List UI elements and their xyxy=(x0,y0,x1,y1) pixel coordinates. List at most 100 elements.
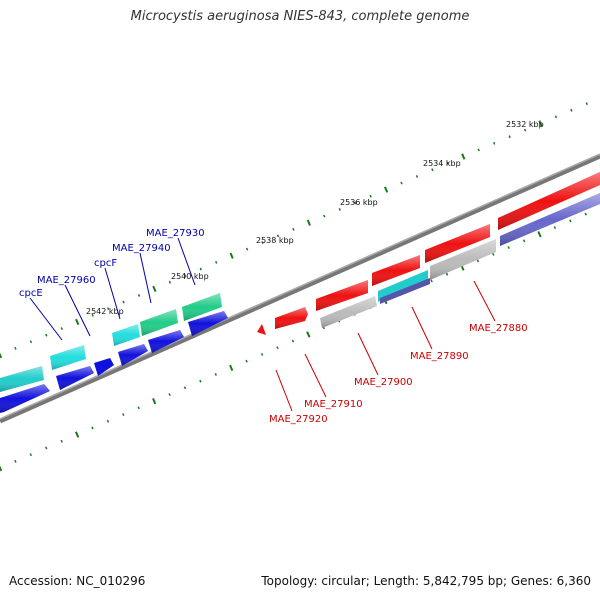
scale-tick xyxy=(199,379,202,383)
gene-feature-shade xyxy=(0,366,44,392)
scale-tick xyxy=(570,108,573,112)
scale-tick xyxy=(354,201,357,205)
scale-tick xyxy=(168,280,172,284)
scale-tick xyxy=(184,274,187,278)
gene-label: MAE_27890 xyxy=(410,351,469,362)
scale-tick xyxy=(122,413,125,416)
gene-feature-shade xyxy=(372,255,420,286)
scale-tick xyxy=(152,398,157,405)
scale-label: 2536 kbp xyxy=(340,198,378,207)
scale-tick xyxy=(14,459,17,463)
scale-tick xyxy=(60,439,63,443)
scale-tick xyxy=(507,246,510,249)
scale-tick xyxy=(400,181,403,185)
gene-feature[interactable] xyxy=(380,278,430,304)
gene-label: MAE_27880 xyxy=(469,323,528,334)
scale-label: 2542 kbp xyxy=(86,307,124,316)
gene-feature[interactable] xyxy=(94,358,114,376)
scale-tick xyxy=(276,346,279,350)
scale-tick xyxy=(91,426,94,430)
scale-tick xyxy=(584,212,587,216)
scale-tick xyxy=(537,231,542,238)
scale-tick xyxy=(523,128,527,132)
gene-feature-shade xyxy=(50,345,86,370)
scale-tick xyxy=(137,294,141,297)
gene-feature[interactable] xyxy=(257,324,266,335)
scale-tick xyxy=(215,260,218,264)
scale-tick xyxy=(260,353,264,356)
gene-label: MAE_27930 xyxy=(146,228,205,239)
scale-tick xyxy=(106,419,110,423)
map-title: Microcystis aeruginosa NIES-843, complet… xyxy=(130,9,470,24)
inner-scale-ticks xyxy=(0,212,587,472)
scale-tick xyxy=(431,168,434,172)
gene-label: MAE_27900 xyxy=(354,377,413,388)
scale-tick xyxy=(461,153,466,160)
gene-label: MAE_27960 xyxy=(37,275,96,286)
gene-feature-shade xyxy=(56,366,94,390)
gene-label: cpcE xyxy=(19,288,43,299)
scale-tick xyxy=(415,175,419,178)
gene-feature-shade xyxy=(430,239,496,280)
reverse-features xyxy=(0,293,228,413)
scale-tick xyxy=(45,333,48,337)
scale-tick xyxy=(45,446,48,450)
gene-feature-shade xyxy=(425,224,490,263)
scale-tick xyxy=(74,431,80,438)
scale-tick xyxy=(554,115,558,119)
topology-text: Topology: circular; Length: 5,842,795 bp… xyxy=(261,574,591,588)
scale-tick xyxy=(306,331,311,338)
scale-tick xyxy=(229,252,234,259)
scale-tick xyxy=(29,453,32,457)
gene-feature-shade xyxy=(320,296,377,328)
gene-feature-shade xyxy=(316,280,368,311)
scale-tick xyxy=(245,359,248,363)
scale-tick xyxy=(476,259,480,263)
scale-tick xyxy=(430,279,433,283)
reverse-leader-lines xyxy=(29,237,196,341)
scale-tick xyxy=(60,327,63,330)
gene-label: MAE_27920 xyxy=(269,414,328,425)
gene-feature-shade xyxy=(188,311,228,336)
gene-label: cpcF xyxy=(94,258,117,269)
scale-tick xyxy=(508,135,511,139)
scale-tick xyxy=(122,300,125,304)
scale-tick xyxy=(522,239,526,243)
scale-label: 2538 kbp xyxy=(256,236,294,245)
scale-label: 2534 kbp xyxy=(423,159,461,168)
scale-tick xyxy=(14,346,17,350)
scale-tick xyxy=(137,406,140,410)
gene-feature-shade xyxy=(140,309,178,336)
scale-tick xyxy=(152,285,157,292)
scale-tick xyxy=(0,352,3,359)
scale-tick xyxy=(292,227,295,231)
gene-feature-shade xyxy=(500,193,600,246)
scale-tick xyxy=(0,465,3,472)
forward-leader-lines xyxy=(275,280,496,412)
scale-tick xyxy=(199,267,202,271)
gene-feature-shade xyxy=(182,293,222,321)
scale-tick xyxy=(291,339,295,343)
gene-feature-shade xyxy=(148,330,184,353)
scale-tick xyxy=(553,226,557,229)
scale-tick xyxy=(214,373,217,376)
scale-tick xyxy=(261,241,264,244)
gene-feature-shade xyxy=(118,344,148,366)
scale-tick xyxy=(229,364,234,371)
scale-tick xyxy=(338,208,341,211)
scale-tick xyxy=(29,340,33,344)
gene-feature-shade xyxy=(275,307,308,329)
gene-feature-shade xyxy=(0,384,50,413)
gene-label: MAE_27910 xyxy=(304,399,363,410)
scale-tick xyxy=(585,102,588,106)
scale-tick xyxy=(245,247,249,251)
scale-tick xyxy=(492,252,495,256)
scale-label: 2540 kbp xyxy=(171,272,209,281)
scale-tick xyxy=(569,219,572,223)
genome-backbone xyxy=(0,153,600,424)
scale-tick xyxy=(369,194,372,198)
scale-tick xyxy=(538,120,543,127)
scale-tick xyxy=(306,219,311,226)
outer-scale-ticks xyxy=(0,102,588,359)
